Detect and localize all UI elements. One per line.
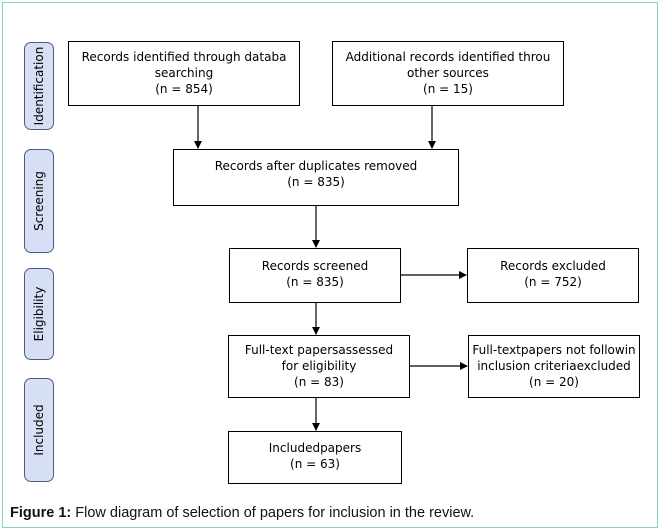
box-included-papers: Includedpapers (n = 63) (228, 431, 402, 484)
stage-eligibility: Eligibility (24, 268, 54, 360)
box-database-records: Records identified through databa search… (68, 41, 300, 106)
box-records-excluded: Records excluded (n = 752) (467, 248, 639, 303)
stage-screening: Screening (24, 149, 54, 253)
stage-identification: Identification (24, 42, 54, 130)
box-records-screened: Records screened (n = 835) (229, 248, 401, 303)
caption-text: Flow diagram of selection of papers for … (71, 505, 475, 521)
box-other-records: Additional records identified throu othe… (332, 41, 564, 106)
box-fulltext-assessed: Full-text papersassessed for eligibility… (228, 335, 410, 398)
caption-prefix: Figure 1: (10, 505, 72, 521)
figure-caption: Figure 1: Flow diagram of selection of p… (10, 505, 474, 521)
box-fulltext-excluded: Full-textpapers not followin inclusion c… (468, 335, 640, 398)
stage-included: Included (24, 378, 54, 482)
box-after-duplicates: Records after duplicates removed (n = 83… (173, 149, 459, 206)
